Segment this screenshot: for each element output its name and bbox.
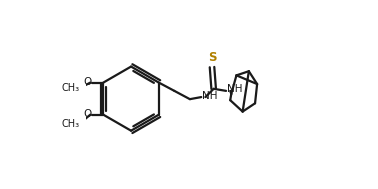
Text: S: S [208,51,217,64]
Text: NH: NH [227,84,242,94]
Text: CH₃: CH₃ [62,119,80,129]
Text: O: O [83,109,91,119]
Text: CH₃: CH₃ [62,83,80,93]
Text: NH: NH [202,91,217,101]
Text: O: O [83,77,91,87]
